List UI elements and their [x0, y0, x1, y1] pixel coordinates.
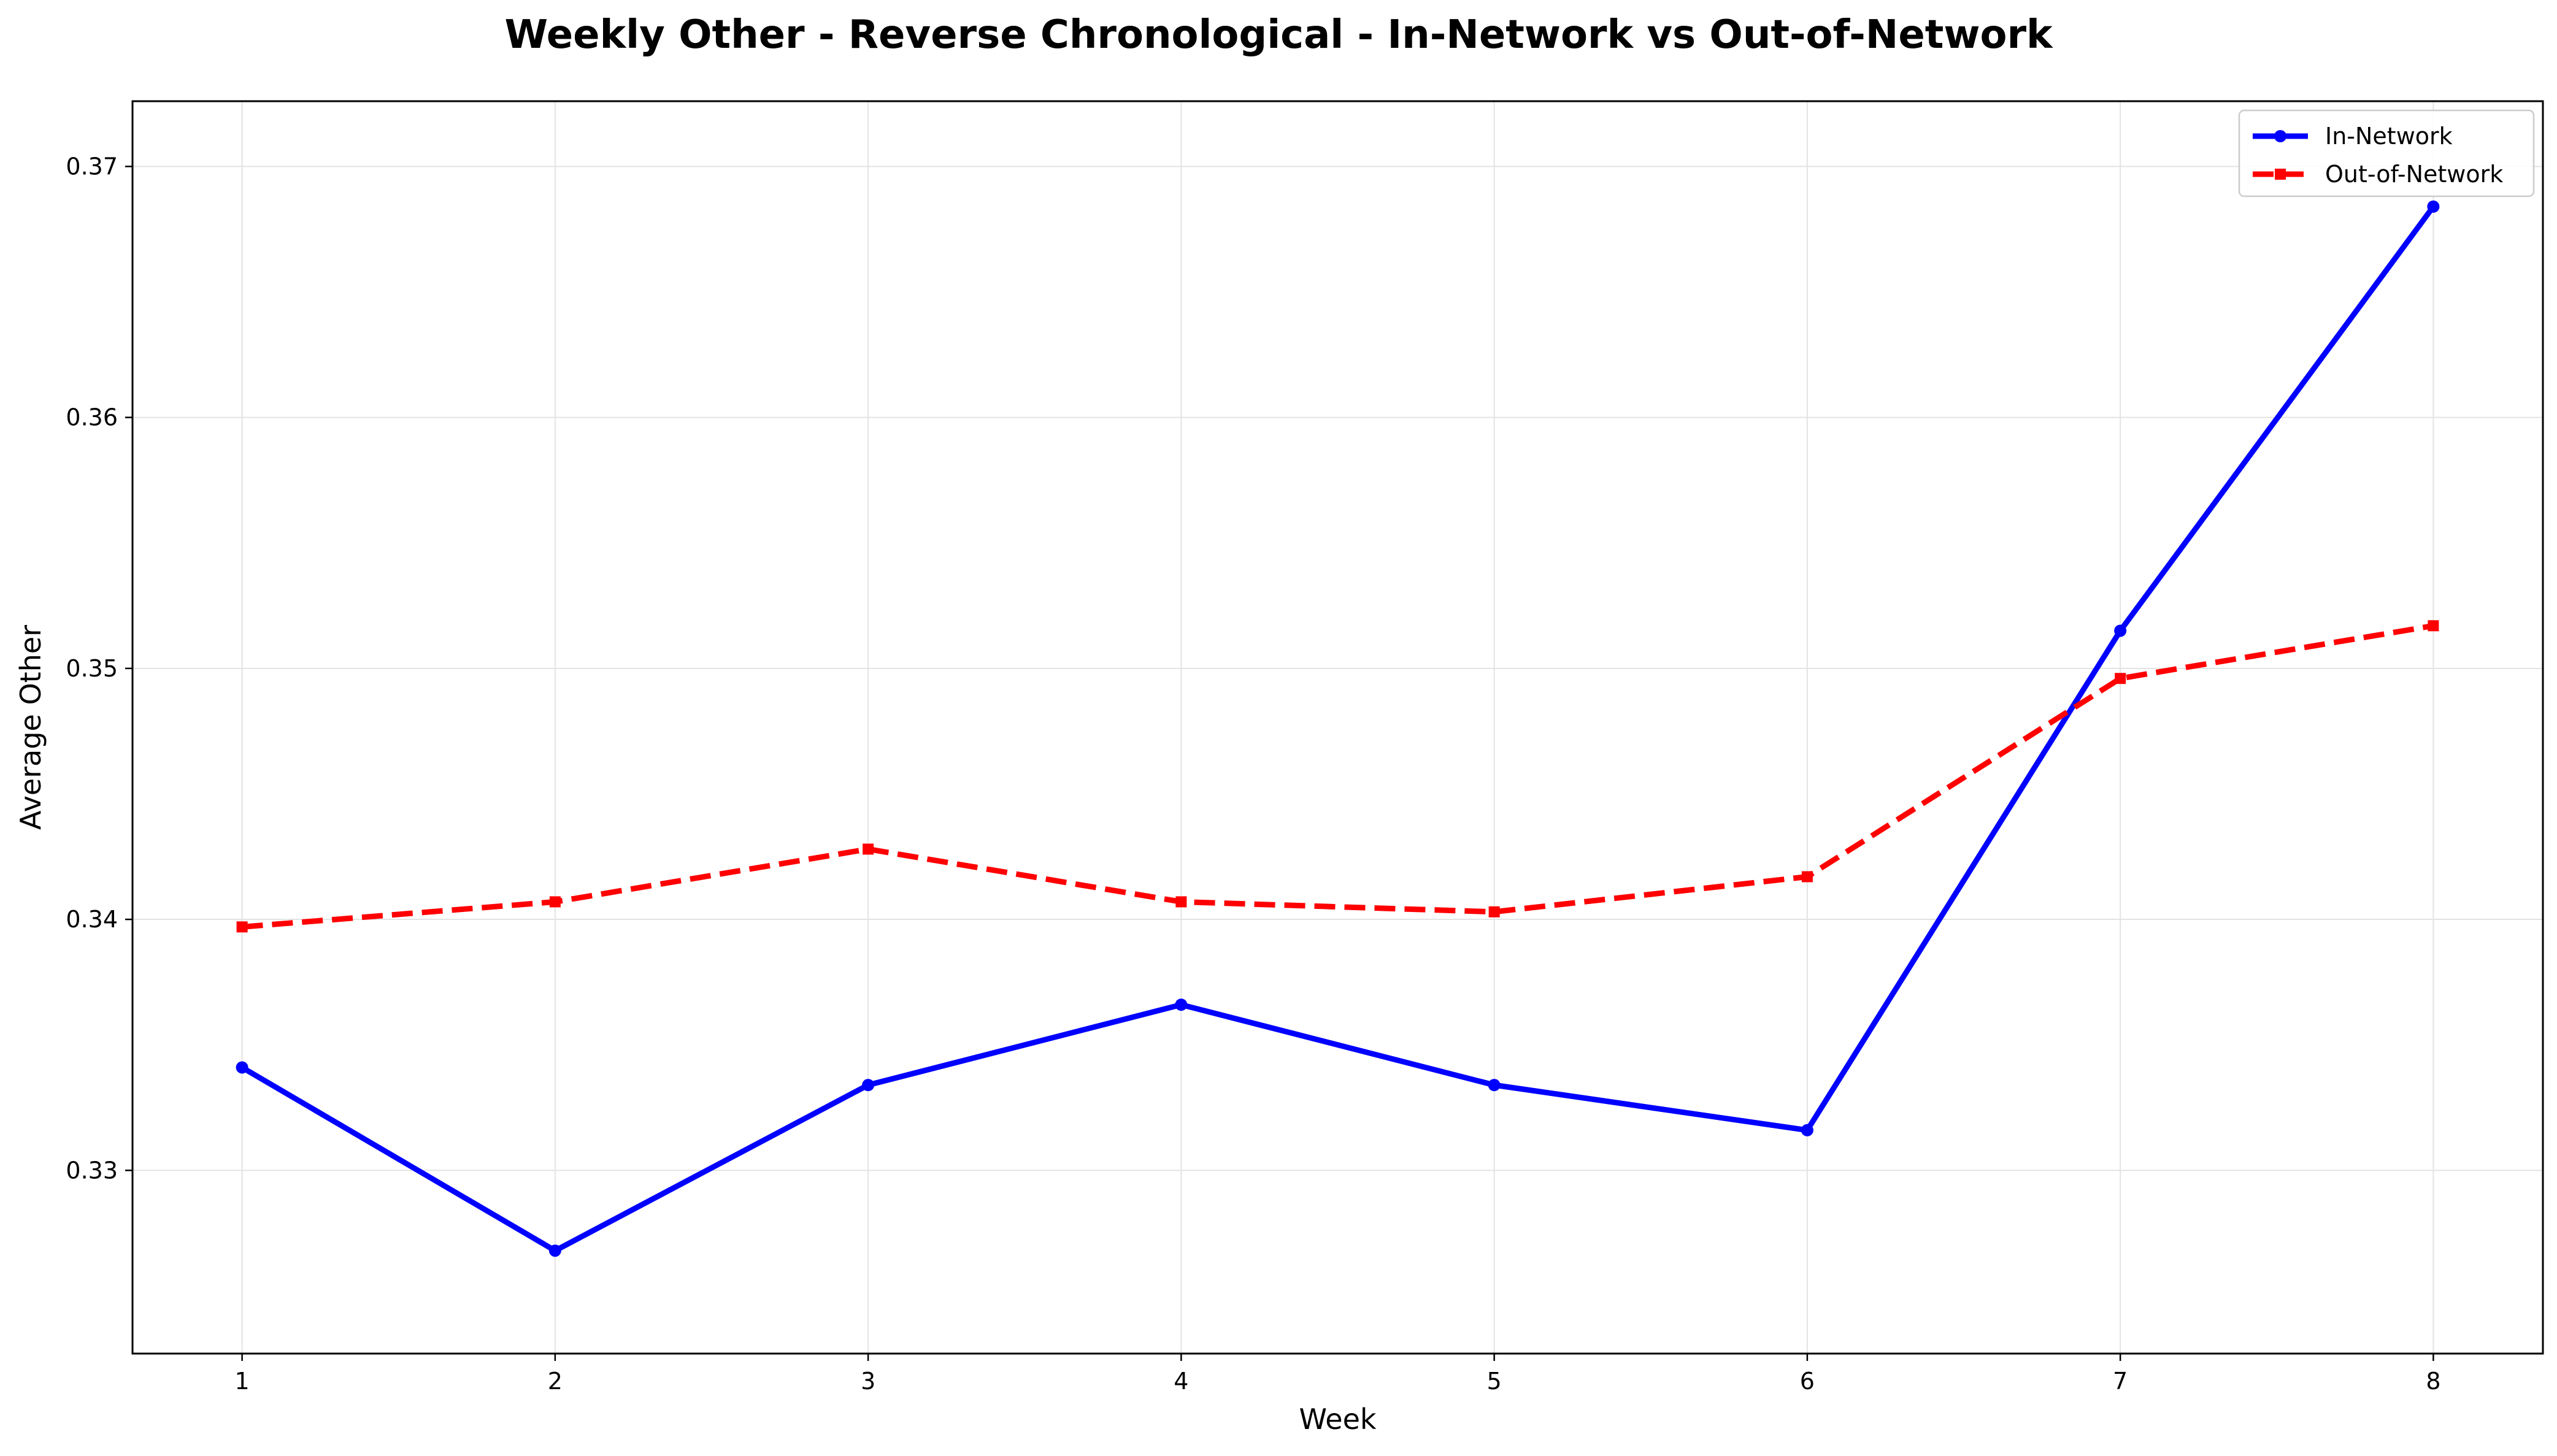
legend-box [2238, 109, 2535, 197]
data-point [1175, 998, 1188, 1011]
x-tick-label: 7 [2113, 1368, 2128, 1395]
data-point [863, 843, 874, 855]
data-point [548, 1244, 561, 1257]
x-tick-label: 6 [1800, 1368, 1815, 1395]
y-axis-label: Average Other [14, 625, 47, 830]
data-point [1488, 906, 1500, 918]
x-tick-label: 5 [1487, 1368, 1502, 1395]
data-point [549, 896, 561, 908]
data-point [2114, 624, 2127, 637]
data-point [236, 921, 248, 933]
series-out-of-network [236, 620, 2439, 933]
chart-title: Weekly Other - Reverse Chronological - I… [504, 12, 2053, 58]
x-tick-label: 2 [548, 1368, 563, 1395]
y-tick-label: 0.34 [66, 906, 118, 933]
legend-marker [2275, 169, 2286, 180]
x-tick-label: 3 [861, 1368, 875, 1395]
x-tick-label: 8 [2426, 1368, 2440, 1395]
series-layer [236, 200, 2440, 1257]
x-axis-label: Week [1299, 1403, 1376, 1436]
legend-label: Out-of-Network [2325, 161, 2503, 188]
plot-area-frame [131, 100, 2544, 1355]
axis-ticks: 1 2 3 4 5 6 7 8 0.33 0.34 0.35 0.36 0.37 [66, 153, 2440, 1395]
legend-label: In-Network [2325, 123, 2453, 150]
y-tick-label: 0.35 [66, 655, 118, 682]
data-point [2428, 620, 2439, 632]
data-point [1488, 1079, 1501, 1092]
data-point [1801, 1124, 1813, 1136]
y-tick-label: 0.33 [66, 1157, 118, 1184]
data-point [2115, 673, 2126, 684]
data-point [2427, 200, 2440, 213]
legend: In-Network Out-of-Network [2238, 109, 2535, 197]
data-point [862, 1079, 875, 1092]
y-tick-label: 0.37 [66, 153, 118, 180]
data-point [236, 1061, 248, 1074]
grid [133, 101, 2543, 1354]
data-point [1175, 896, 1187, 908]
x-tick-label: 1 [234, 1368, 249, 1395]
data-point [1801, 871, 1813, 883]
y-tick-label: 0.36 [66, 404, 118, 431]
series-line [242, 623, 2434, 930]
x-tick-label: 4 [1174, 1368, 1188, 1395]
legend-marker [2274, 130, 2286, 142]
